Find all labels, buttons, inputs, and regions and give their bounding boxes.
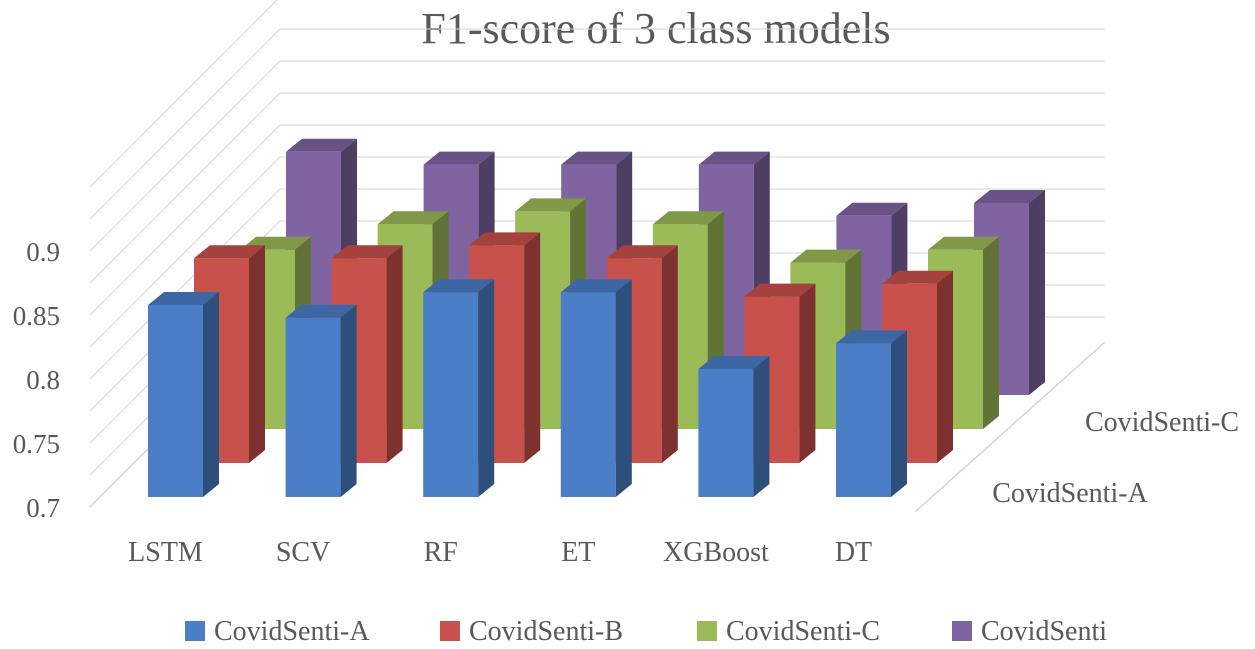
category-label: SCV [276, 537, 330, 568]
legend-swatch [185, 621, 205, 641]
gridline [89, 92, 1105, 284]
depth-axis-label: CovidSenti-C [1085, 407, 1239, 438]
gridline [89, 188, 1105, 380]
legend-swatch [440, 621, 460, 641]
y-tick-label: 0.9 [26, 237, 60, 267]
y-axis-ticks: 0.7 0.75 0.8 0.85 0.9 [13, 237, 60, 523]
depth-axis-label: CovidSenti-A [992, 478, 1148, 509]
y-tick-label: 0.75 [13, 429, 60, 459]
depth-axis-labels: CovidSenti-A CovidSenti-C [992, 407, 1239, 509]
legend-label: CovidSenti-B [469, 616, 623, 647]
bar [836, 330, 907, 497]
x-axis-categories: LSTM SCV RF ET XGBoost DT [128, 537, 872, 568]
legend-item: CovidSenti-B [440, 616, 623, 647]
gridline [89, 0, 278, 188]
gridline [89, 28, 1105, 220]
legend-label: CovidSenti-A [214, 616, 370, 647]
bar [285, 304, 357, 497]
category-label: DT [835, 537, 872, 568]
y-tick-label: 0.85 [13, 301, 60, 331]
y-tick-label: 0.7 [26, 493, 60, 523]
legend-item: CovidSenti-A [185, 616, 370, 647]
legend-item: CovidSenti [952, 616, 1107, 647]
floor-edge-right [914, 341, 1106, 513]
category-label: XGBoost [663, 537, 769, 568]
y-tick-label: 0.8 [26, 365, 60, 395]
bar [698, 356, 770, 497]
bar [423, 279, 495, 497]
gridline [89, 124, 1105, 316]
bar [148, 292, 219, 497]
bars [148, 138, 1045, 497]
category-label: LSTM [128, 537, 203, 568]
legend-swatch [952, 621, 972, 641]
bar [560, 279, 632, 497]
legend-item: CovidSenti-C [697, 616, 880, 647]
legend-swatch [697, 621, 717, 641]
gridline [89, 156, 1105, 348]
category-label: RF [424, 537, 458, 568]
legend-label: CovidSenti-C [726, 616, 880, 647]
legend-label: CovidSenti [981, 616, 1107, 647]
category-label: ET [561, 537, 595, 568]
gridline [89, 60, 1105, 252]
legend: CovidSenti-A CovidSenti-B CovidSenti-C Covi… [185, 616, 1107, 647]
